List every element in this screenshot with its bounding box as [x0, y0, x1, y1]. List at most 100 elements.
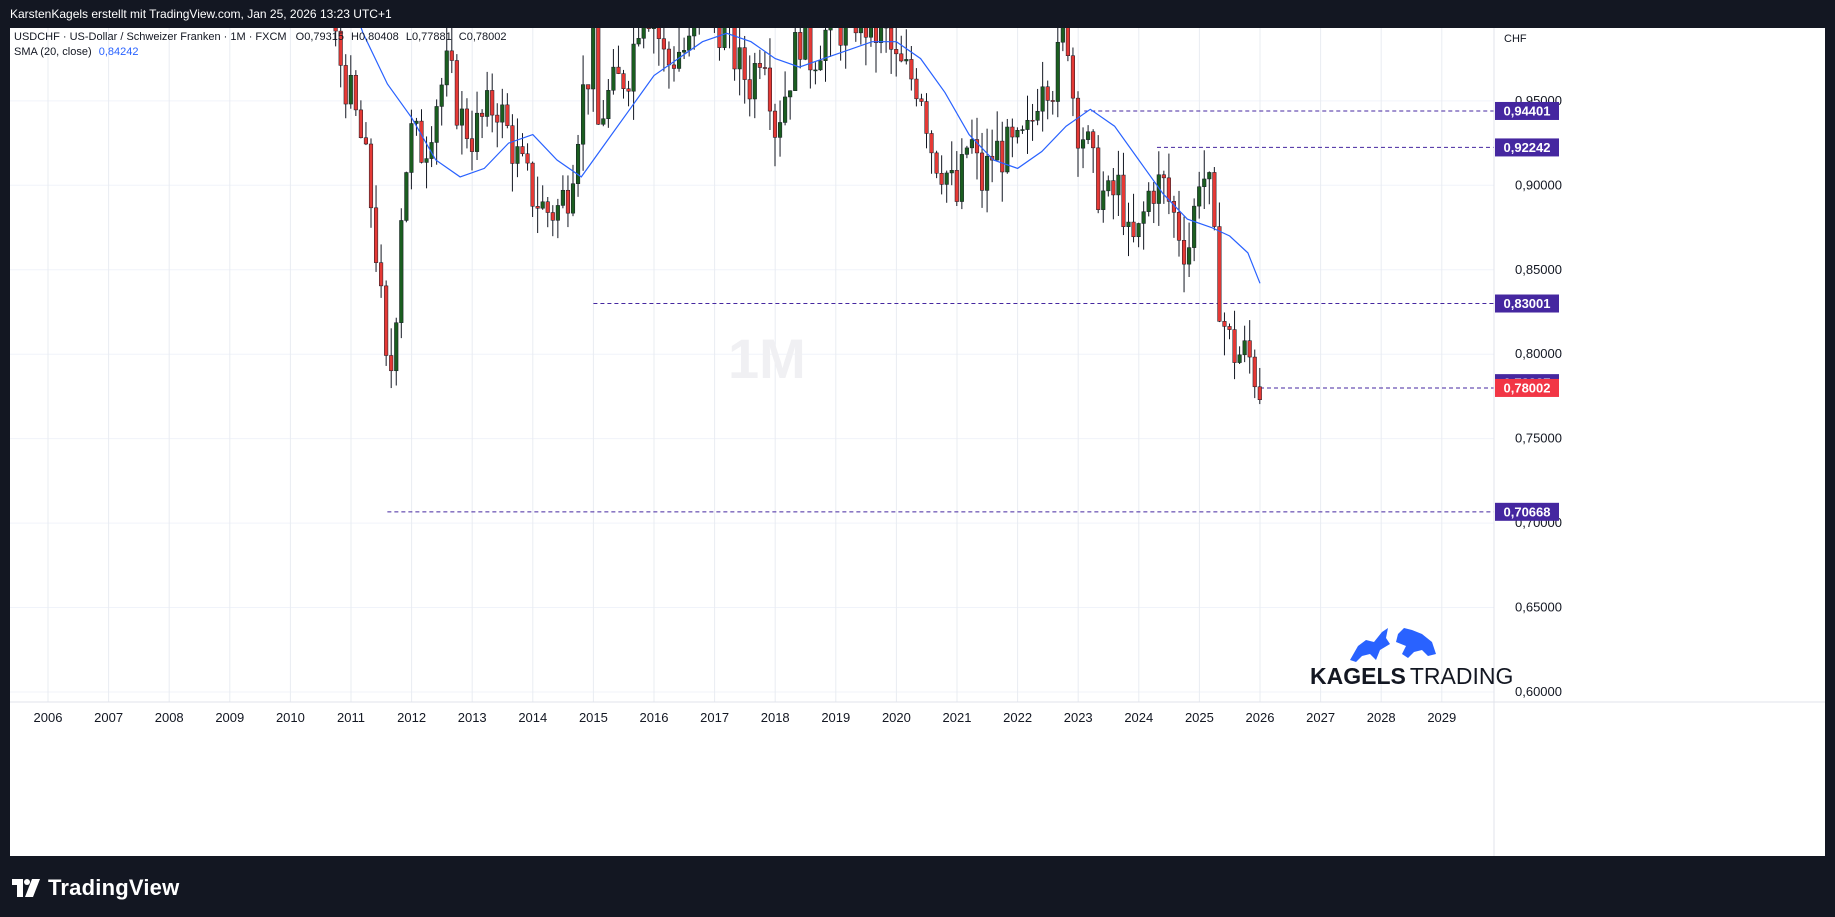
candle-up [813, 69, 818, 72]
candle-down [510, 125, 515, 164]
candle-down [550, 212, 555, 221]
time-tick-label: 2011 [337, 710, 365, 725]
time-tick-label: 2020 [882, 710, 911, 725]
time-tick-label: 2019 [821, 710, 850, 725]
price-tick-label: 0,90000 [1515, 177, 1562, 192]
candle-up [1136, 223, 1141, 238]
candle-down [757, 63, 762, 68]
candle-up [434, 106, 439, 143]
legend-low-value: 0,77881 [412, 31, 452, 43]
time-tick-label: 2014 [518, 710, 547, 725]
candle-down [772, 110, 778, 138]
time-tick-label: 2009 [215, 710, 244, 725]
candle-up [777, 122, 783, 138]
candle-up [949, 170, 954, 174]
candle-down [379, 262, 384, 287]
legend: USDCHF · US-Dollar / Schweizer Franken ·… [14, 31, 507, 58]
sma-layer [350, 0, 1261, 284]
candle-down [1010, 126, 1015, 138]
time-tick-label: 2029 [1427, 710, 1456, 725]
price-axis[interactable]: 1,350001,300001,250001,200001,150001,100… [1515, 8, 1562, 699]
candle-up [959, 154, 964, 202]
candle-down [1166, 177, 1171, 202]
time-tick-label: 2023 [1064, 710, 1093, 725]
tradingview-logo[interactable]: TradingView [12, 874, 179, 902]
tradingview-icon [12, 879, 40, 897]
candle-down [939, 172, 944, 185]
candle-down [1232, 329, 1237, 363]
candle-up [828, 10, 833, 31]
candle-up [1187, 247, 1192, 265]
candle-down [353, 74, 358, 111]
candle-down [1121, 174, 1126, 227]
candle-down [656, 20, 661, 39]
candle-down [798, 32, 803, 60]
candle-down [1247, 340, 1252, 358]
candle-down [343, 65, 348, 105]
legend-open-value: 0,79315 [304, 31, 344, 43]
candle-up [1116, 174, 1121, 196]
candle-up [636, 38, 641, 45]
time-tick-label: 2013 [458, 710, 487, 725]
candle-down [1111, 180, 1116, 196]
time-axis[interactable]: 2006 2007 2008 2009 2010 2011 2012 2013 2014 2015… [34, 710, 1457, 725]
candle-down [1181, 240, 1187, 265]
candle-down [1096, 147, 1101, 210]
candle-down [1050, 100, 1055, 102]
candle-down [1045, 86, 1050, 101]
candle-down [924, 101, 929, 134]
legend-low-label: L [406, 31, 412, 43]
candle-down [894, 49, 899, 55]
candle-up [1035, 110, 1040, 121]
candle-down [717, 16, 722, 48]
last-price-bg [1495, 378, 1559, 397]
chart-frame[interactable]: CHF 1,350001,300001,250001,200001,150001… [10, 0, 1825, 856]
candle-down [929, 133, 934, 154]
candle-down [914, 78, 919, 100]
candle-down [873, 8, 879, 43]
candle-down [596, 25, 601, 125]
bear-icon [1396, 628, 1436, 658]
level-label: 0,94401 [1504, 103, 1551, 118]
price-tick-label: 0,80000 [1515, 346, 1562, 361]
candle-up [631, 43, 636, 92]
candle-down [646, 19, 651, 29]
candle-down [338, 30, 343, 66]
kagels-trading-watermark: KAGELS TRADING [1310, 628, 1513, 689]
candle-down [469, 138, 475, 152]
brand-trading: TRADING [1410, 663, 1514, 689]
level-label: 0,70668 [1504, 504, 1551, 519]
time-tick-label: 2022 [1003, 710, 1032, 725]
candle-up [555, 205, 560, 221]
candle-down [530, 162, 535, 207]
time-tick-label: 2025 [1185, 710, 1214, 725]
candle-down [373, 207, 379, 263]
candle-up [1055, 41, 1060, 102]
candle-up [1005, 126, 1010, 173]
candle-down [661, 38, 666, 50]
candle-up [985, 155, 990, 191]
candle-up [1060, 20, 1065, 43]
candle-up [570, 183, 576, 214]
bull-icon [1350, 628, 1390, 662]
candle-up [459, 108, 464, 126]
level-label-bg [1495, 502, 1559, 521]
level-label: 0,83001 [1504, 296, 1551, 311]
levels-layer [387, 110, 1494, 513]
sma-line [350, 0, 1261, 284]
candle-down [732, 17, 737, 70]
candle-down [419, 120, 424, 163]
candle-down [742, 47, 747, 80]
candle-down [919, 98, 924, 102]
legend-high-label: H [351, 31, 359, 43]
candle-up [601, 118, 606, 125]
candle-down [1091, 131, 1096, 149]
candle-down [1131, 221, 1136, 238]
candle-down [389, 355, 394, 372]
candle-up [1106, 180, 1111, 192]
candle-up [439, 84, 444, 107]
candle-up [1197, 186, 1202, 207]
candle-down [368, 143, 374, 209]
candle-up [1015, 130, 1020, 138]
price-chart[interactable]: CHF 1,350001,300001,250001,200001,150001… [10, 0, 1825, 856]
